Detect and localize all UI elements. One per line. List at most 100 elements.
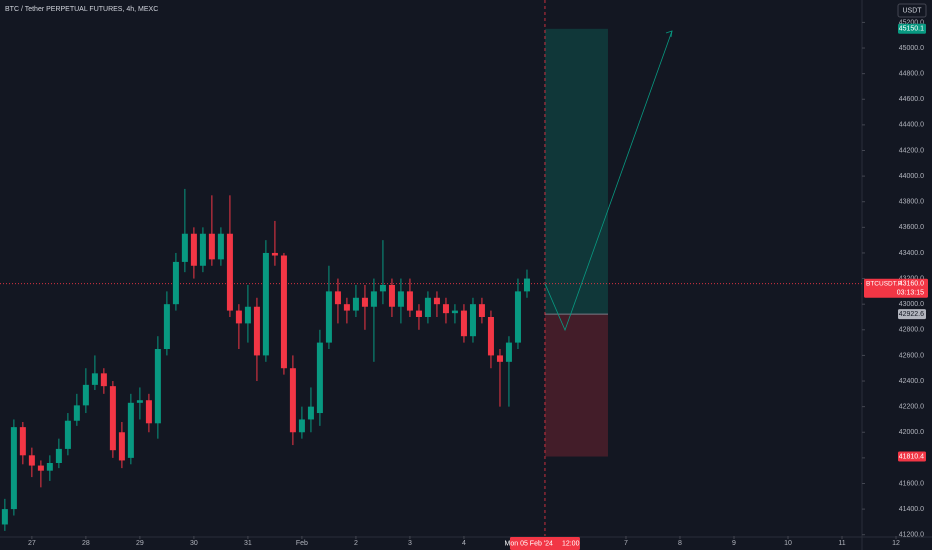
- candle-body: [55, 448, 62, 463]
- candle-body: [451, 310, 458, 314]
- x-tick-label: 2: [354, 540, 358, 547]
- candle-body: [478, 304, 485, 317]
- candle-body: [46, 462, 53, 471]
- y-tick-label: 45200.0: [899, 19, 924, 26]
- y-tick-label: 43000.0: [899, 301, 924, 308]
- candle-body: [154, 349, 161, 424]
- candle-body: [64, 420, 71, 449]
- y-tick-label: 45000.0: [899, 45, 924, 52]
- y-tick-label: 43800.0: [899, 199, 924, 206]
- arrow-head: [665, 30, 673, 38]
- candle-body: [307, 406, 314, 420]
- candle-body: [406, 291, 413, 311]
- candle-body: [487, 316, 494, 356]
- candle-body: [37, 465, 44, 471]
- x-tick-label: 12: [892, 540, 900, 547]
- candle-body: [127, 402, 134, 458]
- candle-body: [163, 304, 170, 350]
- candle-body: [352, 297, 359, 311]
- candle-body: [73, 405, 80, 421]
- x-tick-label: 10: [784, 540, 792, 547]
- candle-body: [10, 427, 17, 510]
- candle-body: [181, 233, 188, 262]
- candle-body: [388, 284, 395, 307]
- candle-body: [325, 291, 332, 343]
- last-price-label: 43160.0: [899, 281, 924, 288]
- candle-body: [469, 304, 476, 337]
- candle-body: [334, 291, 341, 305]
- candle-body: [370, 291, 377, 307]
- x-tick-label: 8: [678, 540, 682, 547]
- candle-body: [298, 419, 305, 433]
- candle-body: [424, 297, 431, 317]
- candle-body: [253, 306, 260, 356]
- candle-body: [91, 373, 98, 385]
- y-tick-label: 44600.0: [899, 96, 924, 103]
- entry-badge: [898, 309, 926, 320]
- x-tick-label: 27: [28, 540, 36, 547]
- symbol-label: BTCUSDT.P: [866, 280, 902, 287]
- candle-body: [361, 297, 368, 307]
- candle-body: [505, 342, 512, 362]
- crosshair-time: 12:00: [562, 540, 580, 547]
- target-badge: [898, 23, 926, 34]
- stop-badge: [898, 451, 926, 462]
- candle-body: [235, 310, 242, 324]
- crosshair-date: Mon 05 Feb '24: [505, 540, 554, 547]
- candle-body: [343, 304, 350, 311]
- crosshair-badge: [509, 537, 580, 550]
- x-tick-label: 4: [462, 540, 466, 547]
- candle-body: [289, 368, 296, 433]
- candle-body: [100, 373, 107, 387]
- last-price-badge: [864, 278, 928, 298]
- candle-body: [415, 310, 422, 317]
- candle-body: [514, 291, 521, 343]
- entry-label: 42922.6: [899, 311, 924, 318]
- y-tick-label: 41400.0: [899, 506, 924, 513]
- x-tick-label: 31: [244, 540, 252, 547]
- candle-body: [271, 252, 278, 256]
- y-tick-label: 43400.0: [899, 250, 924, 257]
- candle-body: [460, 310, 467, 337]
- y-tick-label: 42800.0: [899, 327, 924, 334]
- candle-body: [199, 233, 206, 266]
- candle-body: [496, 355, 503, 362]
- y-tick-label: 41200.0: [899, 532, 924, 539]
- y-tick-label: 42600.0: [899, 352, 924, 359]
- target-label: 45150.1: [899, 26, 924, 33]
- x-tick-label: 3: [408, 540, 412, 547]
- x-tick-label: 9: [732, 540, 736, 547]
- stop-label: 41810.4: [899, 453, 924, 460]
- profit-zone: [544, 28, 608, 315]
- candle-body: [523, 278, 530, 292]
- candle-body: [244, 306, 251, 324]
- x-tick-label: 28: [82, 540, 90, 547]
- candle-body: [208, 233, 215, 260]
- candle-body: [28, 455, 35, 466]
- candle-body: [226, 233, 233, 311]
- y-tick-label: 42400.0: [899, 378, 924, 385]
- candle-body: [217, 233, 224, 260]
- candle-body: [118, 432, 125, 461]
- y-tick-label: 44800.0: [899, 70, 924, 77]
- y-tick-label: 42200.0: [899, 403, 924, 410]
- candle-body: [109, 386, 116, 451]
- x-tick-label: 29: [136, 540, 144, 547]
- loss-zone: [544, 314, 608, 457]
- candle-body: [442, 304, 449, 314]
- y-tick-label: 43600.0: [899, 224, 924, 231]
- currency-label[interactable]: USDT: [902, 7, 922, 14]
- x-tick-label: 30: [190, 540, 198, 547]
- currency-box[interactable]: [897, 3, 927, 18]
- y-tick-label: 44200.0: [899, 147, 924, 154]
- candle-body: [433, 297, 440, 305]
- projection-arrow: [544, 30, 673, 332]
- y-tick-label: 44400.0: [899, 122, 924, 129]
- chart-title: BTC / Tether PERPETUAL FUTURES, 4h, MEXC: [5, 6, 158, 13]
- candle-body: [1, 509, 8, 525]
- candle-body: [136, 400, 143, 403]
- candle-body: [172, 261, 179, 305]
